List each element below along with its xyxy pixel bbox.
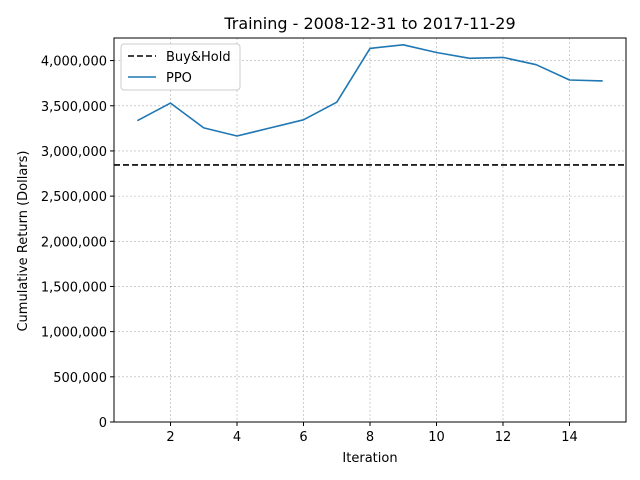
x-tick-label: 2 <box>166 430 174 445</box>
series-lines <box>114 43 626 166</box>
legend-label-buy-and-hold: Buy&Hold <box>166 50 231 65</box>
x-tick-label: 10 <box>428 430 445 445</box>
x-tick-label: 14 <box>561 430 578 445</box>
y-tick-label: 1,000,000 <box>41 326 107 341</box>
y-tick-label: 4,000,000 <box>41 55 107 70</box>
y-tick-label: 500,000 <box>53 371 107 386</box>
y-tick-label: 2,000,000 <box>41 235 107 250</box>
y-tick-label: 1,500,000 <box>41 280 107 295</box>
y-tick-label: 0 <box>99 416 107 431</box>
x-tick-label: 4 <box>233 430 241 445</box>
x-tick-label: 12 <box>495 430 512 445</box>
x-tick-label: 8 <box>366 430 374 445</box>
y-tick-label: 3,500,000 <box>41 100 107 115</box>
axis-ticks: 2 4 6 8 10 12 14 0 500,000 1,000,000 1,500,000 2,00… <box>41 55 578 445</box>
y-tick-label: 3,000,000 <box>41 145 107 160</box>
x-tick-label: 6 <box>299 430 307 445</box>
y-tick-label: 2,500,000 <box>41 190 107 205</box>
legend: Buy&Hold PPO <box>120 43 241 91</box>
y-axis-label: Cumulative Return (Dollars) <box>16 150 31 331</box>
chart-title: Training - 2008-12-31 to 2017-11-29 <box>223 14 515 33</box>
legend-label-ppo: PPO <box>166 71 192 86</box>
x-axis-label: Iteration <box>342 451 397 466</box>
ppo-line <box>136 43 603 137</box>
